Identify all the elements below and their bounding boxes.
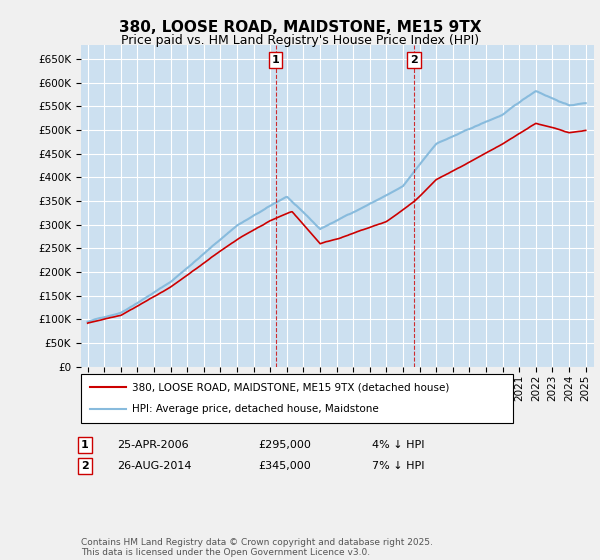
Text: 1: 1 [81, 440, 89, 450]
Text: £295,000: £295,000 [258, 440, 311, 450]
Text: 4% ↓ HPI: 4% ↓ HPI [372, 440, 425, 450]
Text: 7% ↓ HPI: 7% ↓ HPI [372, 461, 425, 471]
Text: 1: 1 [272, 55, 280, 65]
Text: 2: 2 [410, 55, 418, 65]
Text: 380, LOOSE ROAD, MAIDSTONE, ME15 9TX (detached house): 380, LOOSE ROAD, MAIDSTONE, ME15 9TX (de… [132, 382, 449, 393]
Text: 26-AUG-2014: 26-AUG-2014 [117, 461, 191, 471]
Text: 2: 2 [81, 461, 89, 471]
Text: 380, LOOSE ROAD, MAIDSTONE, ME15 9TX: 380, LOOSE ROAD, MAIDSTONE, ME15 9TX [119, 20, 481, 35]
Text: HPI: Average price, detached house, Maidstone: HPI: Average price, detached house, Maid… [132, 404, 379, 414]
Text: 25-APR-2006: 25-APR-2006 [117, 440, 188, 450]
Text: Contains HM Land Registry data © Crown copyright and database right 2025.
This d: Contains HM Land Registry data © Crown c… [81, 538, 433, 557]
Text: £345,000: £345,000 [258, 461, 311, 471]
Text: Price paid vs. HM Land Registry's House Price Index (HPI): Price paid vs. HM Land Registry's House … [121, 34, 479, 46]
